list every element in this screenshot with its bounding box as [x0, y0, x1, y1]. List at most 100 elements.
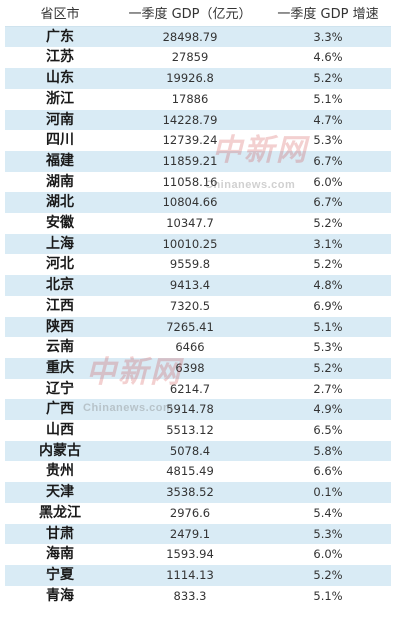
table-row: 河南 14228.79 4.7%: [5, 109, 391, 131]
table-row: 内蒙古 5078.4 5.8%: [5, 440, 391, 462]
growth-cell: 3.3%: [265, 26, 391, 48]
province-cell: 内蒙古: [5, 440, 115, 462]
table-row: 广东 28498.79 3.3%: [5, 26, 391, 48]
table-row: 广西 5914.78 4.9%: [5, 399, 391, 421]
gdp-cell: 11058.16: [115, 171, 265, 193]
gdp-cell: 2976.6: [115, 502, 265, 524]
growth-cell: 4.9%: [265, 399, 391, 421]
header-province: 省区市: [5, 5, 115, 27]
growth-cell: 3.1%: [265, 233, 391, 255]
table-row: 云南 6466 5.3%: [5, 337, 391, 358]
growth-cell: 5.8%: [265, 440, 391, 462]
gdp-cell: 11859.21: [115, 150, 265, 172]
province-cell: 青海: [5, 585, 115, 607]
gdp-cell: 19926.8: [115, 68, 265, 89]
gdp-cell: 10347.7: [115, 213, 265, 234]
table-row: 浙江 17886 5.1%: [5, 88, 391, 110]
growth-cell: 6.7%: [265, 150, 391, 172]
province-cell: 广东: [5, 26, 115, 48]
growth-cell: 5.2%: [265, 357, 391, 379]
gdp-cell: 17886: [115, 88, 265, 110]
growth-cell: 2.7%: [265, 378, 391, 400]
table-row: 天津 3538.52 0.1%: [5, 482, 391, 503]
province-cell: 贵州: [5, 461, 115, 483]
province-cell: 陕西: [5, 316, 115, 338]
province-cell: 浙江: [5, 88, 115, 110]
table-row: 北京 9413.4 4.8%: [5, 275, 391, 296]
gdp-cell: 12739.24: [115, 130, 265, 151]
gdp-cell: 10804.66: [115, 192, 265, 214]
gdp-cell: 2479.1: [115, 523, 265, 545]
province-cell: 湖北: [5, 192, 115, 214]
province-cell: 黑龙江: [5, 502, 115, 524]
gdp-cell: 1593.94: [115, 544, 265, 565]
province-cell: 安徽: [5, 213, 115, 234]
province-cell: 甘肃: [5, 523, 115, 545]
table-row: 福建 11859.21 6.7%: [5, 150, 391, 172]
header-row: 省区市 一季度 GDP（亿元） 一季度 GDP 增速: [5, 5, 391, 27]
province-cell: 山东: [5, 68, 115, 89]
header-growth: 一季度 GDP 增速: [265, 5, 391, 27]
province-cell: 河南: [5, 109, 115, 131]
table-row: 湖南 11058.16 6.0%: [5, 171, 391, 193]
province-cell: 广西: [5, 399, 115, 421]
gdp-cell: 6466: [115, 337, 265, 358]
growth-cell: 6.5%: [265, 420, 391, 441]
table-row: 甘肃 2479.1 5.3%: [5, 523, 391, 545]
gdp-cell: 10010.25: [115, 233, 265, 255]
province-cell: 四川: [5, 130, 115, 151]
table-row: 四川 12739.24 5.3%: [5, 130, 391, 151]
table-row: 江西 7320.5 6.9%: [5, 295, 391, 317]
table-row: 上海 10010.25 3.1%: [5, 233, 391, 255]
growth-cell: 6.7%: [265, 192, 391, 214]
growth-cell: 4.7%: [265, 109, 391, 131]
growth-cell: 5.2%: [265, 564, 391, 586]
province-cell: 江西: [5, 295, 115, 317]
province-cell: 湖南: [5, 171, 115, 193]
growth-cell: 6.6%: [265, 461, 391, 483]
growth-cell: 5.1%: [265, 585, 391, 607]
province-cell: 天津: [5, 482, 115, 503]
gdp-cell: 5078.4: [115, 440, 265, 462]
gdp-cell: 5513.12: [115, 420, 265, 441]
province-cell: 云南: [5, 337, 115, 358]
table-row: 江苏 27859 4.6%: [5, 47, 391, 69]
province-cell: 宁夏: [5, 564, 115, 586]
header-gdp: 一季度 GDP（亿元）: [115, 5, 265, 27]
table-row: 山东 19926.8 5.2%: [5, 68, 391, 89]
gdp-cell: 7265.41: [115, 316, 265, 338]
growth-cell: 4.8%: [265, 275, 391, 296]
table-row: 辽宁 6214.7 2.7%: [5, 378, 391, 400]
gdp-cell: 9559.8: [115, 254, 265, 276]
table-row: 陕西 7265.41 5.1%: [5, 316, 391, 338]
gdp-table: 省区市 一季度 GDP（亿元） 一季度 GDP 增速 广东 28498.79 3.3…: [5, 5, 391, 607]
table-row: 宁夏 1114.13 5.2%: [5, 564, 391, 586]
growth-cell: 0.1%: [265, 482, 391, 503]
table-header: 省区市 一季度 GDP（亿元） 一季度 GDP 增速: [5, 5, 391, 27]
growth-cell: 5.3%: [265, 337, 391, 358]
table-row: 湖北 10804.66 6.7%: [5, 192, 391, 214]
growth-cell: 4.6%: [265, 47, 391, 69]
province-cell: 上海: [5, 233, 115, 255]
growth-cell: 5.2%: [265, 254, 391, 276]
growth-cell: 5.3%: [265, 523, 391, 545]
growth-cell: 6.0%: [265, 544, 391, 565]
gdp-cell: 9413.4: [115, 275, 265, 296]
province-cell: 海南: [5, 544, 115, 565]
gdp-cell: 7320.5: [115, 295, 265, 317]
growth-cell: 5.3%: [265, 130, 391, 151]
table-row: 青海 833.3 5.1%: [5, 585, 391, 607]
gdp-cell: 27859: [115, 47, 265, 69]
table-row: 安徽 10347.7 5.2%: [5, 213, 391, 234]
table-row: 海南 1593.94 6.0%: [5, 544, 391, 565]
table-row: 河北 9559.8 5.2%: [5, 254, 391, 276]
province-cell: 山西: [5, 420, 115, 441]
province-cell: 河北: [5, 254, 115, 276]
growth-cell: 6.0%: [265, 171, 391, 193]
growth-cell: 6.9%: [265, 295, 391, 317]
growth-cell: 5.1%: [265, 88, 391, 110]
gdp-cell: 4815.49: [115, 461, 265, 483]
province-cell: 北京: [5, 275, 115, 296]
province-cell: 福建: [5, 150, 115, 172]
gdp-cell: 5914.78: [115, 399, 265, 421]
